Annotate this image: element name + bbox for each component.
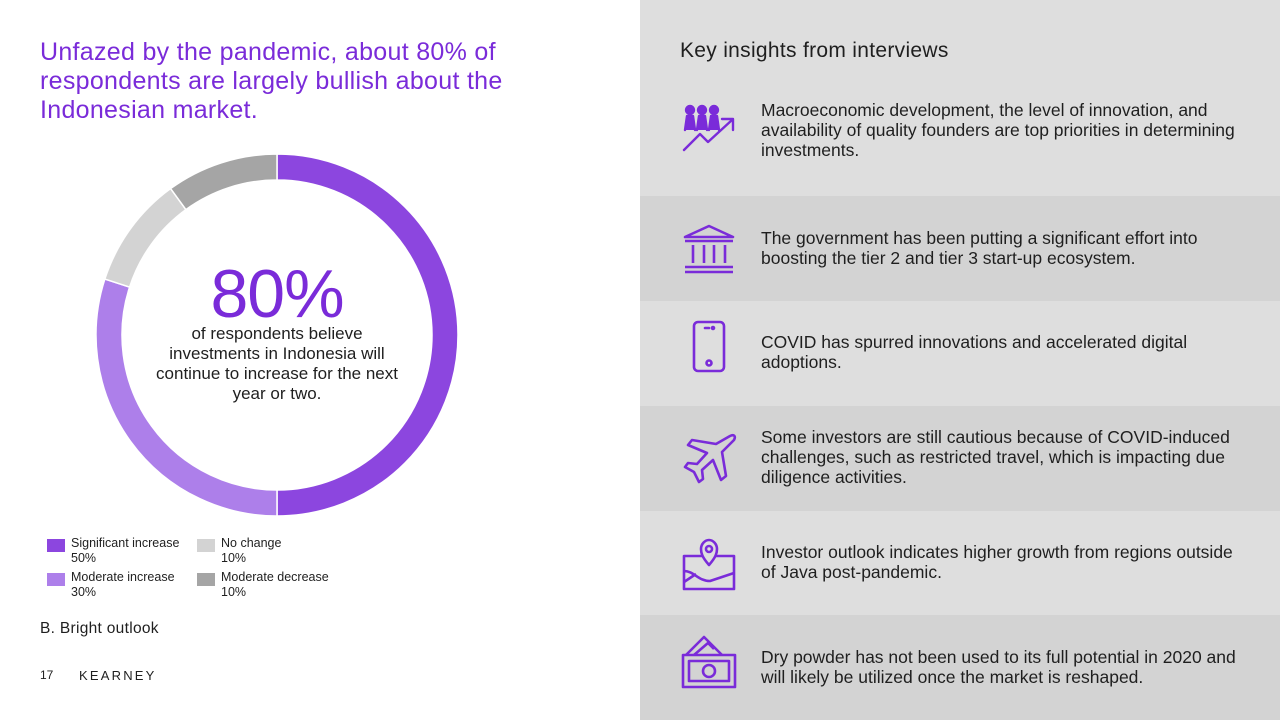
insight-text: The government has been putting a signif… — [761, 228, 1198, 268]
map-pin-icon — [680, 537, 738, 595]
donut-svg — [96, 154, 458, 516]
insight-text: Macroeconomic development, the level of … — [761, 100, 1235, 160]
government-building-icon — [680, 221, 738, 279]
insight-row: The government has been putting a signif… — [640, 196, 1280, 301]
left-panel: Unfazed by the pandemic, about 80% of re… — [40, 38, 503, 683]
section-subtitle: B. Bright outlook — [40, 620, 159, 637]
legend-value: 50% — [71, 551, 97, 565]
insights-title: Key insights from interviews — [680, 39, 949, 62]
legend-value: 10% — [221, 585, 247, 599]
insight-row: Dry powder has not been used to its full… — [640, 615, 1280, 720]
insight-text: Investor outlook indicates higher growth… — [761, 542, 1233, 582]
donut-slice-moderate-decrease — [169, 154, 278, 211]
insights-panel: Key insights from interviews Macroeconom… — [640, 0, 1280, 720]
legend-swatch — [197, 539, 215, 552]
headline: Unfazed by the pandemic, about 80% of re… — [40, 38, 503, 124]
legend-text: Moderate increase 30% — [71, 570, 175, 600]
legend-text: Moderate decrease 10% — [221, 570, 329, 600]
money-icon — [680, 633, 738, 691]
legend-swatch — [47, 539, 65, 552]
legend-text: Significant increase 50% — [71, 536, 179, 566]
page-number: 17 — [40, 668, 54, 682]
legend-label: Significant increase — [71, 536, 180, 550]
insight-row: Some investors are still cautious becaus… — [640, 406, 1280, 511]
legend-text: No change 10% — [221, 536, 281, 566]
legend-value: 10% — [221, 551, 247, 565]
insight-text: Some investors are still cautious becaus… — [761, 427, 1230, 487]
donut-big-value: 80% — [210, 256, 344, 332]
legend-label: Moderate increase — [71, 570, 175, 584]
donut-center: 80% of respondents believe investments i… — [152, 258, 402, 404]
kearney-logo: KEARNEY — [79, 668, 157, 683]
donut-center-text: of respondents believe investments in In… — [156, 324, 398, 403]
legend-label: Moderate decrease — [221, 570, 329, 584]
insight-text: Dry powder has not been used to its full… — [761, 647, 1236, 687]
insight-text: COVID has spurred innovations and accele… — [761, 332, 1188, 372]
legend-label: No change — [221, 536, 282, 550]
insight-row: Investor outlook indicates higher growth… — [640, 511, 1280, 615]
airplane-icon — [680, 430, 738, 488]
legend-swatch — [197, 573, 215, 586]
legend-swatch — [47, 573, 65, 586]
donut-chart: 80% of respondents believe investments i… — [96, 154, 458, 516]
insight-row: Macroeconomic development, the level of … — [640, 90, 1280, 196]
smartphone-icon — [680, 319, 738, 377]
insight-row: COVID has spurred innovations and accele… — [640, 301, 1280, 406]
legend-value: 30% — [71, 585, 97, 599]
people-growth-icon — [680, 102, 738, 160]
